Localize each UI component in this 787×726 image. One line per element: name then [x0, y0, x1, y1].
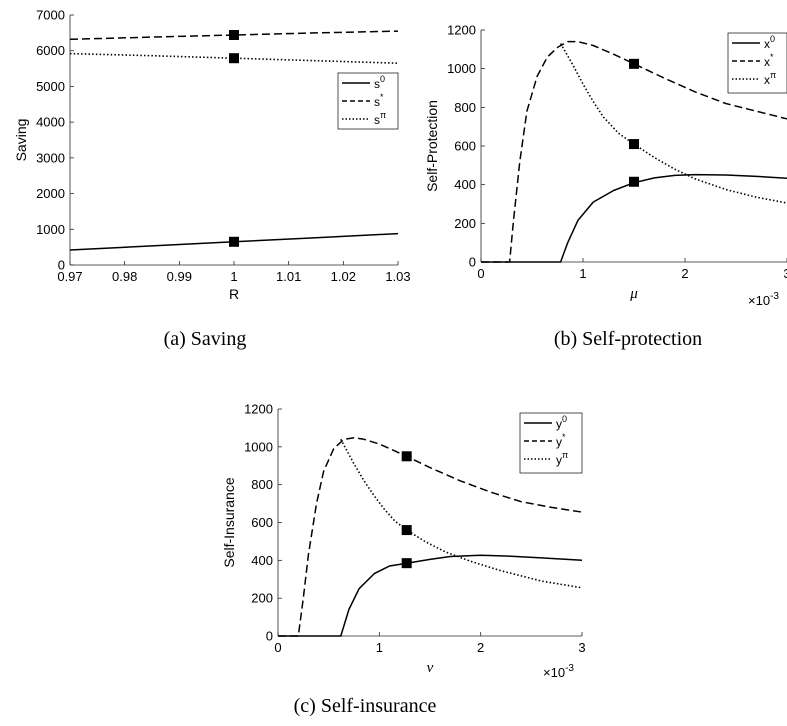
data-marker — [229, 236, 239, 247]
y-tick-label: 800 — [454, 100, 476, 115]
series-solid-line — [481, 173, 787, 263]
series-solid-line — [278, 554, 583, 637]
x-tick-label: 1 — [579, 266, 586, 281]
y-tick-label: 6000 — [36, 43, 65, 58]
x-tick-label: 0.97 — [57, 269, 82, 284]
data-marker — [629, 176, 639, 187]
caption: (a) Saving — [164, 328, 247, 350]
y-tick-label: 1200 — [447, 23, 476, 38]
x-axis-label: μ — [629, 286, 638, 302]
legend-label: s* — [374, 92, 384, 109]
y-axis-label: Self-Insurance — [221, 477, 237, 567]
data-marker — [401, 558, 412, 569]
legend-label: yπ — [556, 450, 568, 467]
legend-label: x0 — [764, 34, 775, 51]
y-tick-label: 400 — [251, 553, 273, 568]
y-tick-label: 1000 — [447, 61, 476, 76]
y-tick-label: 200 — [454, 216, 476, 231]
x-tick-label: 3 — [578, 640, 585, 655]
data-marker — [629, 58, 639, 69]
x-axis-label: R — [229, 286, 239, 302]
x-exponent-label: ×10-3 — [748, 291, 779, 308]
y-tick-label: 0 — [469, 255, 476, 270]
y-axis-label: Saving — [13, 119, 29, 162]
x-tick-label: 2 — [477, 640, 484, 655]
legend-label: sπ — [374, 110, 386, 127]
x-tick-label: 0.98 — [112, 269, 137, 284]
x-tick-label: 0 — [274, 640, 281, 655]
y-tick-label: 1200 — [244, 402, 273, 417]
caption: (b) Self-protection — [554, 328, 702, 350]
legend-label: xπ — [764, 70, 776, 87]
legend-box — [519, 412, 583, 474]
y-tick-label: 1000 — [244, 439, 273, 454]
x-exponent-label: ×10-3 — [543, 663, 574, 680]
y-tick-label: 3000 — [36, 150, 65, 165]
data-marker — [401, 525, 412, 536]
y-tick-label: 4000 — [36, 115, 65, 130]
legend-box — [727, 32, 787, 94]
y-tick-label: 600 — [454, 139, 476, 154]
y-tick-label: 2000 — [36, 186, 65, 201]
y-tick-label: 7000 — [36, 8, 65, 23]
y-tick-label: 800 — [251, 477, 273, 492]
x-tick-label: 0 — [477, 266, 484, 281]
x-tick-label: 1 — [230, 269, 237, 284]
y-tick-label: 200 — [251, 591, 273, 606]
legend-label: s0 — [374, 74, 385, 91]
x-tick-label: 2 — [681, 266, 688, 281]
x-tick-label: 1.02 — [331, 269, 356, 284]
data-marker — [229, 53, 239, 64]
series-dashed-line — [278, 437, 583, 637]
x-tick-label: 1.01 — [276, 269, 301, 284]
x-tick-label: 1 — [376, 640, 383, 655]
y-axis-label: Self-Protection — [424, 100, 440, 192]
chart-a: 0.97 0.98 0.99 1 1.01 1.02 1.03 0 1000 2000 3000 40… — [13, 8, 411, 351]
x-tick-label: 3 — [783, 266, 787, 281]
series-dashed-line — [69, 30, 399, 41]
y-tick-label: 600 — [251, 515, 273, 530]
x-axis-label: ν — [427, 660, 434, 676]
legend-label: y* — [556, 432, 566, 449]
data-marker — [229, 30, 239, 40]
y-tick-label: 400 — [454, 177, 476, 192]
legend: x0x*xπ — [727, 32, 787, 94]
y-tick-label: 0 — [266, 629, 273, 644]
chart-b: 0 1 2 3 0 200 400 600 800 1000 1200 μ Self-Protectio… — [424, 23, 787, 350]
legend: y0y*yπ — [519, 412, 583, 474]
chart-c: 0 1 2 3 0 200 400 600 800 1000 1200 ν Self-Insurance… — [221, 402, 586, 718]
legend-label: x* — [764, 52, 774, 69]
x-tick-label: 1.03 — [385, 269, 410, 284]
series-dashed-line — [481, 40, 787, 263]
data-marker — [629, 139, 639, 150]
legend-label: y0 — [556, 414, 567, 431]
caption: (c) Self-insurance — [294, 695, 437, 717]
data-marker — [401, 451, 412, 462]
y-tick-label: 0 — [58, 258, 65, 273]
legend: s0s*sπ — [337, 72, 399, 130]
y-tick-label: 5000 — [36, 79, 65, 94]
x-tick-label: 0.99 — [167, 269, 192, 284]
y-tick-label: 1000 — [36, 222, 65, 237]
